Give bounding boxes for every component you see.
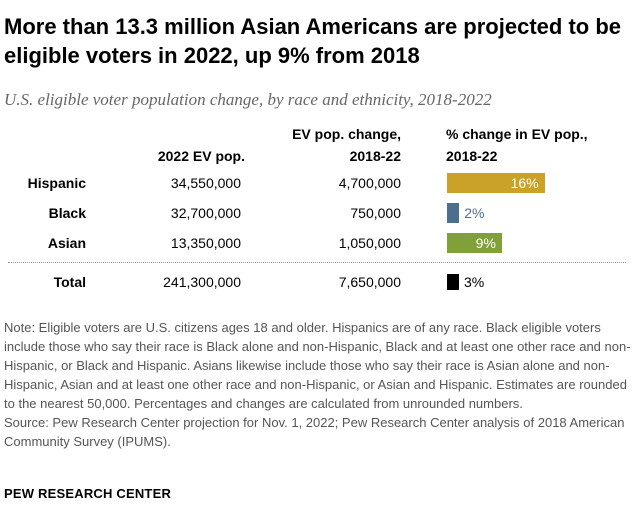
bar-label-asian: 9% (475, 235, 496, 251)
ev-change-black: 750,000 (350, 205, 401, 221)
bar-hispanic (447, 173, 545, 193)
ev-change-asian: 1,050,000 (338, 235, 401, 251)
ev-change-total: 7,650,000 (338, 274, 401, 290)
bar-total (447, 274, 459, 290)
ev-change-hispanic: 4,700,000 (338, 175, 401, 191)
ev-pop-black: 32,700,000 (170, 205, 241, 221)
header-pct-line2: 2018-22 (446, 148, 498, 164)
header-change-line1: EV pop. change, (292, 126, 401, 142)
brand-label: PEW RESEARCH CENTER (4, 486, 172, 501)
bar-label-total: 3% (464, 274, 485, 290)
chart-subtitle: U.S. eligible voter population change, b… (4, 90, 492, 109)
bar-asian (447, 233, 502, 253)
bar-label-black: 2% (464, 205, 485, 221)
note-text: Note: Eligible voters are U.S. citizens … (4, 320, 631, 411)
row-label-asian: Asian (47, 235, 86, 251)
ev-pop-hispanic: 34,550,000 (170, 175, 241, 191)
header-pct-line1: % change in EV pop., (446, 126, 588, 142)
row-label-total: Total (53, 274, 86, 290)
header-change-line2: 2018-22 (349, 148, 401, 164)
ev-pop-total: 241,300,000 (163, 274, 241, 290)
row-label-black: Black (48, 205, 86, 221)
ev-pop-asian: 13,350,000 (170, 235, 241, 251)
bar-black (447, 203, 460, 223)
header-ev-pop: 2022 EV pop. (157, 148, 245, 164)
source-text: Source: Pew Research Center projection f… (4, 415, 625, 449)
notes-block: Note: Eligible voters are U.S. citizens … (4, 318, 634, 451)
total-separator (8, 262, 626, 263)
chart-title: More than 13.3 million Asian Americans a… (4, 14, 621, 68)
row-label-hispanic: Hispanic (27, 175, 86, 191)
bar-label-hispanic: 16% (510, 175, 539, 191)
